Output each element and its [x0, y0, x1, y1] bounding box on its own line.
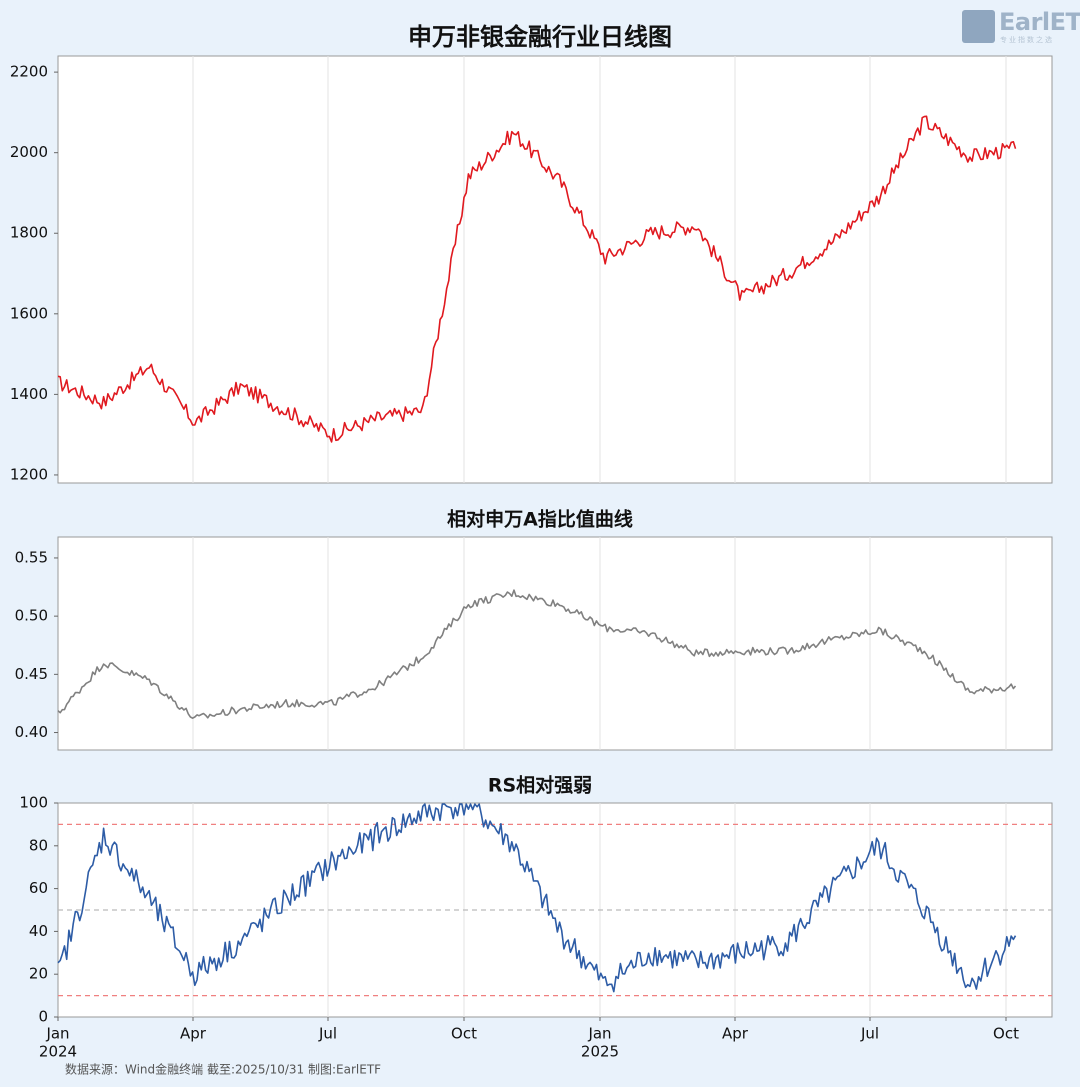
y-tick-label: 0.45	[15, 665, 48, 683]
y-tick-label: 1600	[10, 304, 48, 322]
logo-text: EarlETF	[999, 8, 1080, 36]
y-tick-label: 0.55	[15, 548, 48, 566]
logo-icon	[962, 10, 995, 43]
x-tick-label: Jan	[45, 1025, 69, 1043]
chart-title-1: 申万非银金融行业日线图	[408, 23, 672, 51]
y-tick-label: 20	[29, 965, 48, 983]
y-tick-label: 1400	[10, 385, 48, 403]
y-tick-label: 1800	[10, 224, 48, 242]
x-tick-label: Oct	[993, 1025, 1019, 1043]
y-tick-label: 2200	[10, 63, 48, 81]
plot-area-1	[57, 55, 1053, 484]
x-tick-label: Oct	[451, 1025, 477, 1043]
series-line-3	[57, 803, 1017, 993]
plot-area-2	[57, 536, 1053, 751]
chart-title-3: RS相对强弱	[488, 774, 592, 797]
series-line-2	[57, 589, 1017, 719]
x-tick-label: Jul	[860, 1025, 879, 1043]
chart-title-2: 相对申万A指比值曲线	[447, 508, 633, 531]
x-tick-label: Jul	[318, 1025, 337, 1043]
y-tick-label: 60	[29, 879, 48, 897]
y-tick-label: 2000	[10, 143, 48, 161]
y-tick-label: 1200	[10, 465, 48, 483]
x-tick-label: Apr	[722, 1025, 749, 1043]
x-tick-label: 2024	[39, 1043, 77, 1061]
x-tick-label: 2025	[581, 1043, 619, 1061]
logo-subtitle: 专业指数之选	[1000, 36, 1054, 44]
y-tick-label: 0.50	[15, 607, 48, 625]
source-note: 数据来源：Wind金融终端 截至:2025/10/31 制图:EarlETF	[65, 1062, 381, 1077]
x-tick-label: Apr	[180, 1025, 207, 1043]
y-tick-label: 40	[29, 922, 48, 940]
y-tick-label: 100	[19, 794, 48, 812]
series-line-1	[57, 115, 1017, 443]
y-tick-label: 0	[38, 1008, 48, 1026]
y-tick-label: 0.40	[15, 723, 48, 741]
x-tick-label: Jan	[587, 1025, 611, 1043]
y-tick-label: 80	[29, 836, 48, 854]
